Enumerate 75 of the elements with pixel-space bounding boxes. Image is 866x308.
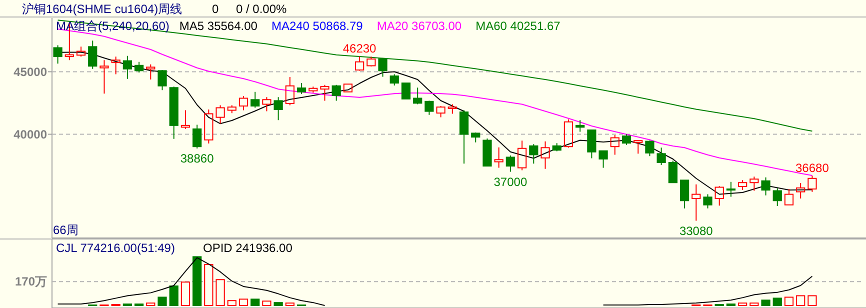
bar [285, 302, 294, 306]
bar [146, 302, 156, 306]
candlestick [772, 188, 782, 206]
annotation: 37000 [494, 174, 528, 189]
text: MA20 36703.00 [376, 19, 462, 33]
candlestick [796, 182, 806, 200]
candlestick [320, 84, 330, 102]
candlestick [761, 176, 770, 196]
candlestick [750, 176, 759, 192]
candlestick [634, 140, 643, 154]
text: MA5 35564.00 [179, 19, 258, 33]
text: OPID 241936.00 [203, 241, 293, 255]
bar [158, 296, 167, 306]
bar [250, 298, 260, 306]
bar [761, 300, 770, 306]
candlestick [100, 60, 109, 94]
bar [750, 302, 759, 306]
candlestick [88, 40, 98, 70]
text: 0 [212, 2, 219, 16]
y-tick-label: 45000 [14, 64, 48, 79]
candlestick [285, 76, 294, 106]
candlestick [76, 46, 86, 58]
y-tick-label: 40000 [14, 127, 48, 142]
bar [238, 298, 248, 306]
candlestick [250, 91, 260, 108]
candlestick [587, 130, 596, 159]
candlestick [180, 110, 190, 130]
bar [796, 295, 806, 306]
candlestick [53, 44, 62, 64]
candlestick [122, 55, 132, 80]
candlestick [784, 188, 794, 206]
annotation: 66周 [53, 223, 78, 237]
annotation: 36680 [796, 160, 830, 175]
candlestick [111, 56, 120, 75]
candlestick [146, 64, 156, 80]
candlestick [576, 120, 585, 132]
bar [274, 302, 283, 306]
annotation: 46230 [342, 41, 377, 56]
bar [192, 256, 202, 306]
bar [772, 298, 782, 306]
bar [784, 296, 794, 306]
line-series [57, 20, 813, 132]
bar [204, 264, 214, 306]
legend-label: MA240 50868.79 [271, 19, 364, 33]
candlestick [459, 110, 469, 164]
candlestick [517, 140, 527, 171]
candlestick [204, 109, 214, 144]
text: MA60 40251.67 [476, 19, 561, 33]
bar [180, 282, 190, 306]
candlestick [192, 124, 202, 149]
candlestick [610, 134, 620, 156]
bar [808, 295, 817, 306]
bar [262, 300, 272, 306]
candlestick [726, 181, 736, 198]
bar [227, 300, 236, 306]
text: 0 / 0.00% [236, 2, 288, 16]
candlestick [274, 96, 283, 121]
candlestick [529, 144, 538, 164]
ref-line-label: 170万 [14, 274, 47, 289]
candlestick [262, 96, 272, 112]
chart-title: 沪铜1604(SHME cu1604)周线 [22, 2, 182, 16]
text: CJL 774216.00(51:49) [56, 241, 175, 255]
annotation: 38860 [180, 152, 214, 166]
candlestick [448, 104, 457, 114]
bar [216, 279, 225, 306]
candlestick [598, 150, 608, 168]
annotation: 33080 [679, 224, 714, 238]
bar [169, 285, 178, 306]
candlestick [680, 180, 690, 209]
candlestick [494, 146, 504, 168]
candlestick [540, 140, 550, 170]
candlestick [413, 87, 422, 105]
bar [738, 302, 748, 306]
candlestick [692, 184, 701, 222]
candlestick [169, 86, 178, 140]
